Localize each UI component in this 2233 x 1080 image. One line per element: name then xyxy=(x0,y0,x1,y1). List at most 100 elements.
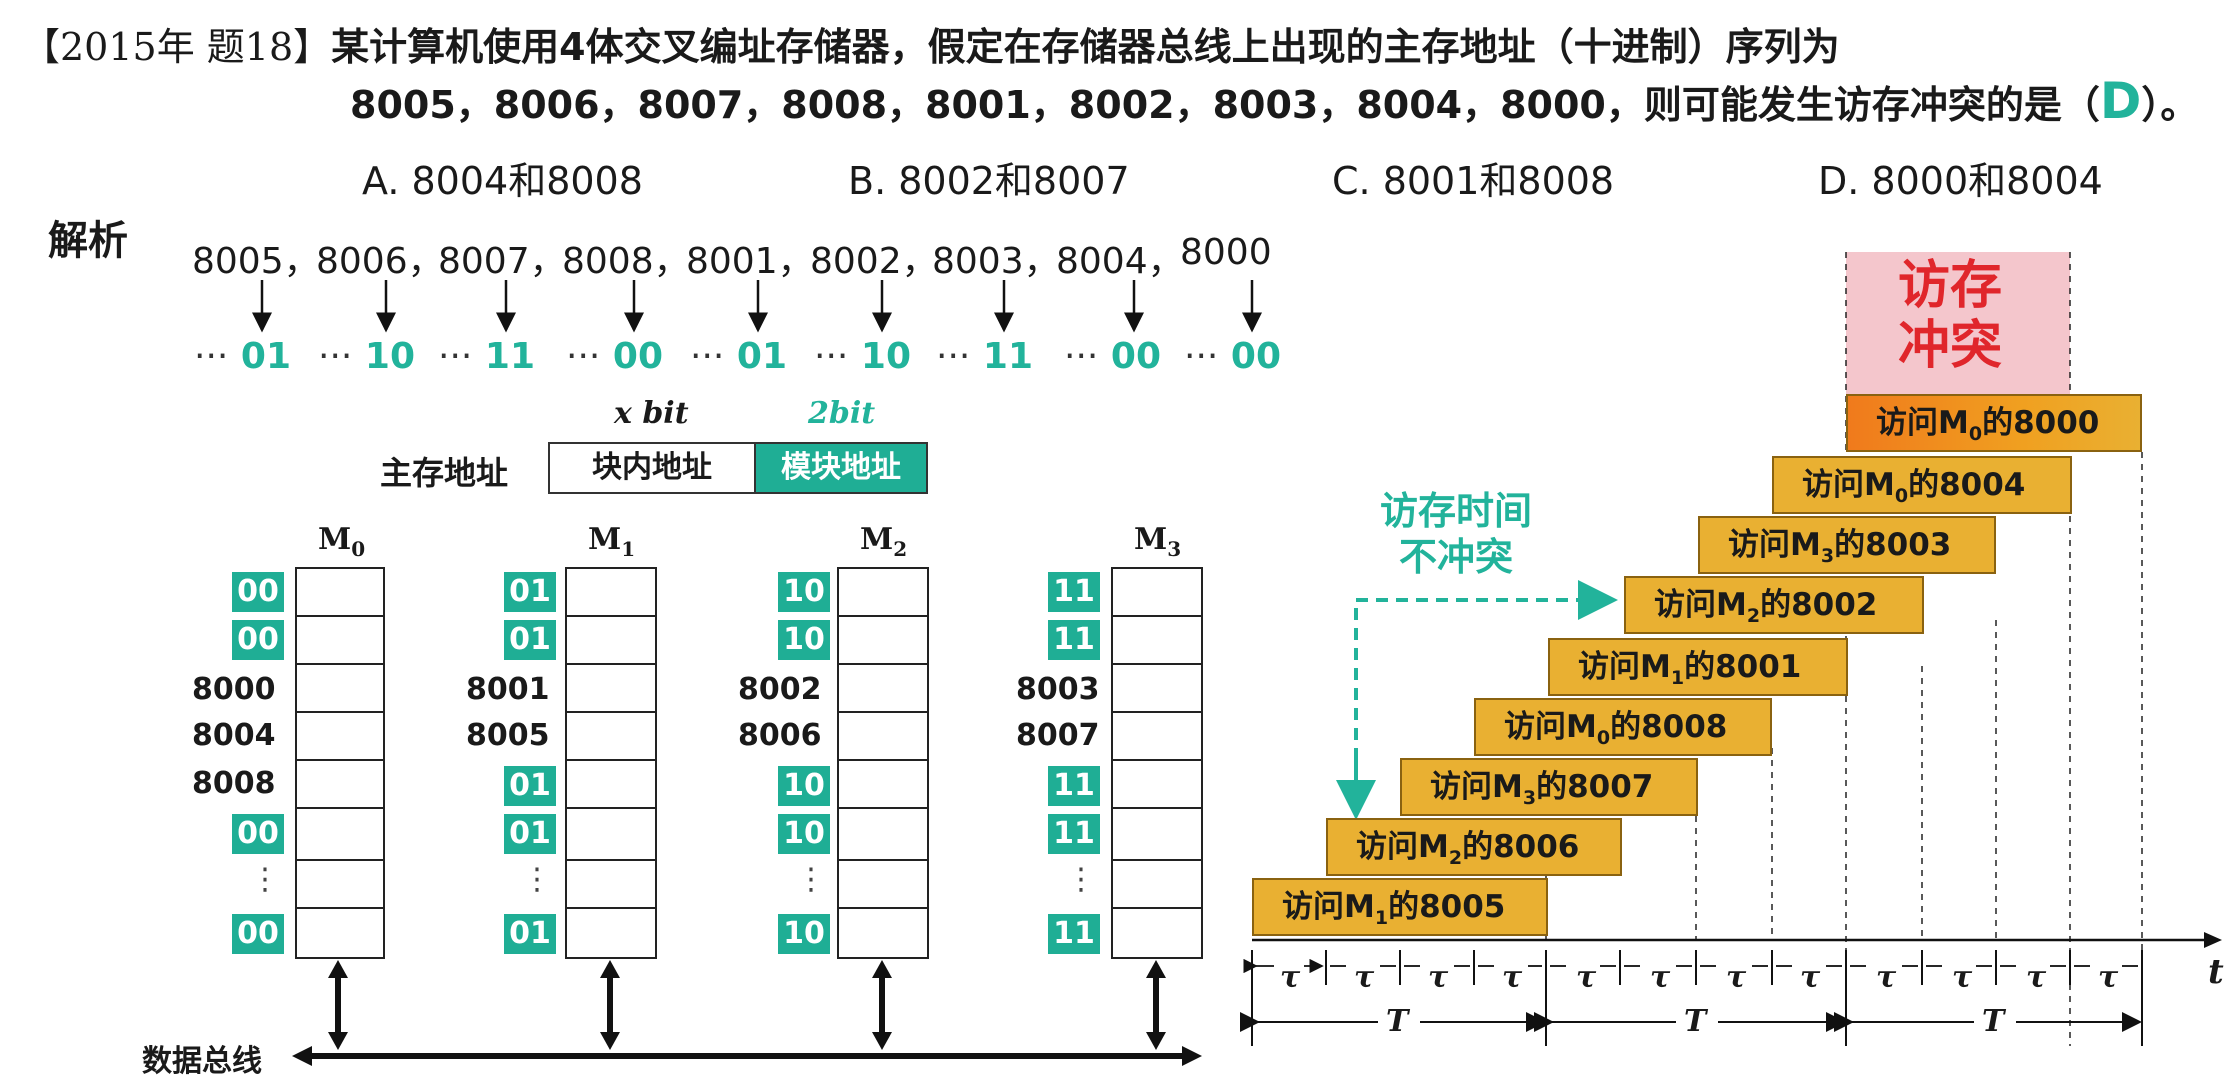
conflict-highlight xyxy=(1846,252,2070,394)
m2-vertical-ellipsis: ⋮ xyxy=(796,862,826,897)
m2-badge: 10 xyxy=(778,766,830,806)
tau-label: τ xyxy=(1800,960,1821,995)
period-label: T xyxy=(1684,1004,1707,1039)
m0-badge: 00 xyxy=(232,572,284,612)
no-conflict-arrow xyxy=(1336,580,1618,820)
bits-5: ··· 10 xyxy=(814,336,911,377)
tau-label: τ xyxy=(1952,960,1973,995)
m3-vertical-ellipsis: ⋮ xyxy=(1066,862,1096,897)
module-m0-title: M0 xyxy=(318,522,366,561)
no-conflict-label: 访存时间 不冲突 xyxy=(1380,489,1533,579)
tau-label: τ xyxy=(1726,960,1747,995)
addr-5: 8002， xyxy=(810,241,938,282)
tau-label: τ xyxy=(1502,960,1523,995)
module-address-field: 模块地址 xyxy=(754,442,928,494)
m1-badge: 01 xyxy=(504,572,556,612)
m3-badge: 11 xyxy=(1048,814,1100,854)
m0-badge: 00 xyxy=(232,814,284,854)
option-d: D. 8000和8004 xyxy=(1818,159,2103,203)
bits-2: ··· 11 xyxy=(438,336,535,377)
option-b: B. 8002和8007 xyxy=(848,159,1130,203)
addr-3: 8008， xyxy=(562,241,690,282)
access-bar-1: 访问M1的8005 xyxy=(1252,878,1548,936)
addr-6: 8003， xyxy=(932,241,1060,282)
access-bar-3: 访问M3的8007 xyxy=(1400,758,1698,816)
m3-badge: 11 xyxy=(1048,766,1100,806)
access-bar-6: 访问M2的8002 xyxy=(1624,576,1924,634)
m3-badge: 11 xyxy=(1048,572,1100,612)
period-label: T xyxy=(1386,1004,1409,1039)
m2-badge: 10 xyxy=(778,914,830,954)
access-bar-4: 访问M0的8008 xyxy=(1474,698,1772,756)
bits-0: ··· 01 xyxy=(194,336,291,377)
m3-addr-8007: 8007 xyxy=(1016,718,1100,753)
option-c: C. 8001和8008 xyxy=(1332,159,1615,203)
option-a: A. 8004和8008 xyxy=(362,159,643,203)
tau-label: τ xyxy=(1280,960,1301,995)
tau-label: τ xyxy=(1576,960,1597,995)
m0-badge: 00 xyxy=(232,914,284,954)
block-address-field: 块内地址 xyxy=(548,442,756,494)
module-m0-grid xyxy=(295,567,385,959)
addr-2: 8007， xyxy=(438,241,566,282)
tau-label: τ xyxy=(1354,960,1375,995)
m1-badge: 01 xyxy=(504,620,556,660)
tau-label: τ xyxy=(1876,960,1897,995)
m1-badge: 01 xyxy=(504,914,556,954)
addr-0: 8005， xyxy=(192,241,320,282)
question-year-tag: 【2015年 题18】 xyxy=(22,25,332,69)
analysis-label: 解析 xyxy=(48,218,128,264)
access-bar-9: 访问M0的8000 xyxy=(1846,394,2142,452)
m1-addr-8001: 8001 xyxy=(466,672,550,707)
m0-vertical-ellipsis: ⋮ xyxy=(250,862,280,897)
tau-label: τ xyxy=(2098,960,2119,995)
m0-addr-8004: 8004 xyxy=(192,718,276,753)
access-bar-7: 访问M3的8003 xyxy=(1698,516,1996,574)
data-bus xyxy=(292,1046,1202,1066)
conflict-label: 访存 冲突 xyxy=(1898,256,2003,376)
m2-addr-8006: 8006 xyxy=(738,718,822,753)
period-label: T xyxy=(1982,1004,2005,1039)
addr-7: 8004， xyxy=(1056,241,1184,282)
m3-addr-8003: 8003 xyxy=(1016,672,1100,707)
module-m1-title: M1 xyxy=(588,522,636,561)
m3-badge: 11 xyxy=(1048,620,1100,660)
question-line-2: 8005，8006，8007，8008，8001，8002，8003，8004，… xyxy=(350,72,2198,130)
tau-label: τ xyxy=(1650,960,1671,995)
tau-label: τ xyxy=(1428,960,1449,995)
m2-addr-8002: 8002 xyxy=(738,672,822,707)
module-m2-title: M2 xyxy=(860,522,908,561)
bits-1: ··· 10 xyxy=(318,336,415,377)
m0-addr-8000: 8000 xyxy=(192,672,276,707)
question-text-1: 某计算机使用4体交叉编址存储器，假定在存储器总线上出现的主存地址（十进制）序列为 xyxy=(331,25,1840,69)
m0-badge: 00 xyxy=(232,620,284,660)
x-bit-label: x bit xyxy=(614,396,689,431)
tau-label: τ xyxy=(2026,960,2047,995)
addr-8: 8000 xyxy=(1180,232,1272,273)
module-m2-grid xyxy=(837,567,929,959)
access-bar-5: 访问M1的8001 xyxy=(1548,638,1848,696)
question-line-1: 【2015年 题18】某计算机使用4体交叉编址存储器，假定在存储器总线上出现的主… xyxy=(22,16,1840,71)
m1-vertical-ellipsis: ⋮ xyxy=(522,862,552,897)
data-bus-label: 数据总线 xyxy=(142,1044,262,1079)
bits-3: ··· 00 xyxy=(566,336,663,377)
addr-1: 8006， xyxy=(316,241,444,282)
m1-addr-8005: 8005 xyxy=(466,718,550,753)
access-bar-8: 访问M0的8004 xyxy=(1772,456,2072,514)
bits-8: ··· 00 xyxy=(1184,336,1281,377)
access-bar-2: 访问M2的8006 xyxy=(1326,818,1622,876)
m1-badge: 01 xyxy=(504,814,556,854)
m1-badge: 01 xyxy=(504,766,556,806)
module-m3-title: M3 xyxy=(1134,522,1182,561)
bus-connectors xyxy=(328,960,1166,1050)
bits-4: ··· 01 xyxy=(690,336,787,377)
time-axis xyxy=(1252,932,2222,948)
sequence-arrows xyxy=(252,280,1262,333)
module-m3-grid xyxy=(1111,567,1203,959)
two-bit-label: 2bit xyxy=(808,396,876,431)
m2-badge: 10 xyxy=(778,814,830,854)
m2-badge: 10 xyxy=(778,572,830,612)
question-text-2: 8005，8006，8007，8008，8001，8002，8003，8004，… xyxy=(350,83,2100,127)
m3-badge: 11 xyxy=(1048,914,1100,954)
